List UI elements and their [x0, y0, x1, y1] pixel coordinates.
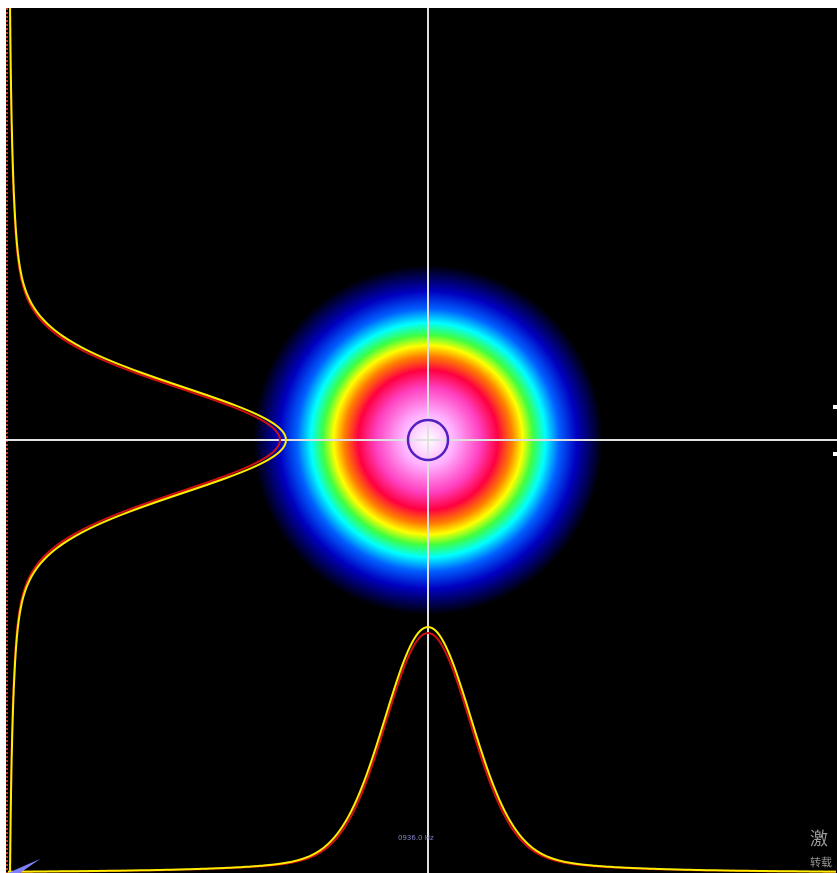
watermark: 转载 [810, 855, 832, 869]
edge-marker [833, 452, 837, 456]
edge-marker [833, 405, 837, 409]
readout: 0936.0 Hz [398, 834, 434, 842]
beam-profiler-view: 0936.0 Hz 激 转载 [0, 0, 837, 873]
page: 0936.0 Hz 激 转载 (() => { const data = JSO… [0, 0, 837, 873]
watermark: 激 [810, 829, 828, 850]
